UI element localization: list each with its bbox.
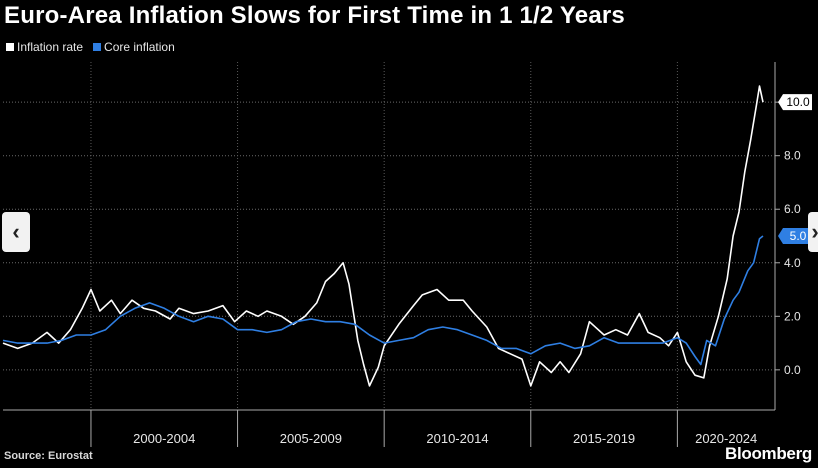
legend: Inflation rate Core inflation (6, 40, 175, 54)
y-tick-label: 4.0 (784, 256, 801, 270)
x-tick-label: 2000-2004 (133, 431, 195, 446)
inflation-last-value-label: 10.0 (786, 95, 810, 109)
legend-label-core: Core inflation (104, 40, 175, 54)
chart-title: Euro-Area Inflation Slows for First Time… (4, 2, 625, 29)
core-inflation-line (2, 235, 764, 366)
legend-label-inflation: Inflation rate (17, 40, 84, 54)
source-note: Source: Eurostat (4, 450, 93, 462)
legend-item-core: Core inflation (93, 40, 175, 54)
y-tick-label: 6.0 (784, 202, 801, 216)
x-tick-label: 2020-2024 (695, 431, 757, 446)
y-tick-label: 8.0 (784, 149, 801, 163)
chevron-left-icon: ‹ (12, 219, 20, 244)
legend-item-inflation: Inflation rate (6, 40, 83, 54)
core-last-value-tag (778, 228, 812, 244)
inflation-last-value-tag (778, 94, 812, 111)
previous-chart-button[interactable]: ‹ (2, 212, 30, 252)
x-tick-label: 2010-2014 (426, 431, 488, 446)
legend-swatch-inflation (6, 43, 14, 51)
x-tick-label: 2005-2009 (280, 431, 342, 446)
inflation-rate-line (2, 85, 764, 387)
y-tick-label: 2.0 (784, 309, 801, 323)
x-tick-label: 2015-2019 (573, 431, 635, 446)
bloomberg-logo: Bloomberg (724, 444, 812, 463)
core-last-value-label: 5.0 (790, 229, 807, 243)
next-chart-button[interactable]: › (808, 212, 818, 252)
chevron-right-icon: › (811, 219, 818, 244)
legend-swatch-core (93, 43, 102, 51)
y-tick-label: 0.0 (784, 363, 801, 377)
